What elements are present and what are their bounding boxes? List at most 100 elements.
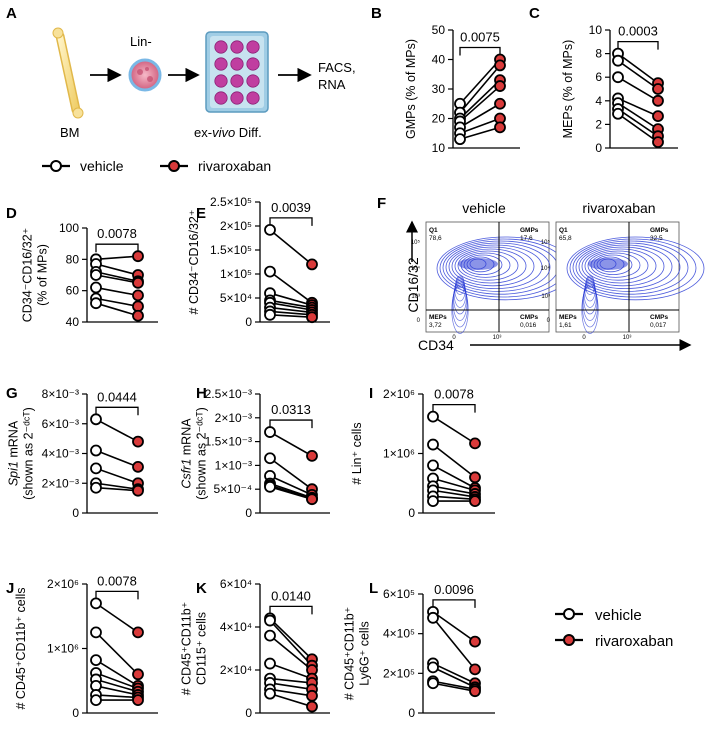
panel-h: H 0 5×10⁻⁴ 1×10⁻³ 1.5×10⁻³ 2×10⁻³ 2.5×10⁻³ Csfr… [180, 385, 330, 520]
flow-contour-core [588, 258, 628, 270]
y-tick-label: 2 [595, 117, 602, 131]
y-tick-label: 4×10⁵ [383, 627, 415, 641]
paired-line [459, 126, 501, 140]
paired-line [269, 662, 313, 680]
paired-line [432, 662, 476, 684]
y-tick-label: 10 [432, 141, 446, 155]
panel-letter: C [529, 5, 540, 22]
flow-gmp-label: GMPs [650, 227, 669, 234]
paired-line [617, 97, 659, 117]
flow-xtick: 10³ [623, 335, 632, 341]
paired-line [617, 113, 659, 143]
paired-line [459, 64, 501, 114]
significance-bracket [617, 40, 659, 50]
vehicle-point [264, 452, 276, 465]
paired-line [95, 302, 139, 317]
y-axis-label: # CD45⁺CD11b⁺ cells [14, 587, 28, 709]
paired-line [432, 477, 476, 492]
vehicle-point [264, 629, 276, 642]
paired-line [95, 659, 139, 687]
y-tick-label: 2×10⁶ [383, 387, 415, 401]
panel-c: C 0 2 4 6 8 10 MEPs (% of MPs) 0.0003 [529, 5, 678, 155]
flow-ytick: 0 [547, 318, 551, 324]
paired-line [269, 270, 313, 304]
paired-line [432, 485, 476, 495]
y-axis-label: Ly6G⁺ cells [358, 621, 372, 686]
y-tick-label: 4×10⁻³ [42, 447, 79, 461]
flow-cmp-label: CMPs [520, 314, 538, 321]
paired-line [269, 302, 313, 311]
paired-line [459, 58, 501, 105]
rivaroxaban-point [132, 694, 144, 706]
y-tick-label: 6 [595, 70, 602, 84]
y-axis-label: # CD34⁻CD16/32⁺ [187, 210, 201, 315]
y-tick-label: 2×10⁶ [47, 577, 79, 591]
rivaroxaban-point [469, 471, 481, 484]
paired-line [432, 617, 476, 670]
y-tick-label: 6×10⁵ [383, 587, 415, 601]
flow-ytick: 10⁴ [411, 265, 421, 272]
vehicle-point [264, 614, 276, 627]
paired-line [269, 475, 313, 496]
y-axis-label-gene: Csfr1 [180, 459, 194, 489]
flow-q1-value: 65,8 [559, 235, 572, 242]
p-value-label: 0.0096 [434, 582, 474, 597]
paired-line [95, 685, 139, 696]
y-tick-label: 2.5×10⁻³ [205, 387, 252, 401]
y-tick-label: 20 [432, 112, 446, 126]
well-plate-icon [205, 31, 269, 113]
y-tick-label: 1×10⁵ [220, 267, 252, 281]
flow-gmp-value: 17,6 [520, 235, 533, 242]
y-tick-label: 8×10⁻³ [42, 387, 79, 401]
well [230, 57, 244, 71]
flow-q1-label: Q1 [559, 227, 568, 234]
y-tick-label: 1×10⁶ [47, 642, 79, 656]
flow-q1-label: Q1 [429, 227, 438, 234]
rivaroxaban-point [132, 289, 144, 302]
paired-line [269, 682, 313, 691]
paired-line [95, 672, 139, 690]
paired-line [269, 486, 313, 500]
significance-bracket [269, 419, 313, 429]
rivaroxaban-point [306, 493, 318, 506]
paired-line [432, 464, 476, 489]
paired-line [269, 482, 313, 499]
y-tick-label: 10 [589, 23, 603, 37]
flow-gmp-value: 32,5 [650, 235, 663, 242]
rivaroxaban-point [652, 94, 664, 107]
paired-line [432, 443, 476, 478]
paired-line [459, 85, 501, 123]
rivaroxaban-point [494, 80, 506, 92]
rivaroxaban-point [494, 121, 506, 134]
flow-plot-rivaroxaban [555, 221, 705, 334]
y-axis-label: # Lin⁺ cells [350, 422, 364, 484]
vehicle-point [90, 626, 102, 639]
panel-l: L 0 2×10⁵ 4×10⁵ 6×10⁵ # CD45⁺CD11b⁺ Ly6G⁺ cell… [343, 580, 495, 720]
paired-line [95, 482, 139, 490]
paired-line [432, 489, 476, 498]
paired-line [432, 666, 476, 688]
y-axis-label: Csfr1 mRNA [180, 418, 194, 489]
significance-bracket [269, 217, 313, 226]
rivaroxaban-point [132, 250, 144, 263]
paired-line [95, 631, 139, 675]
rivaroxaban-point [132, 626, 144, 639]
y-tick-label: 30 [432, 82, 446, 96]
panel-letter-a: A [6, 5, 17, 22]
rivaroxaban-point [306, 689, 318, 702]
panel-letter: K [196, 580, 207, 597]
significance-bracket [95, 590, 139, 600]
paired-line [269, 688, 313, 697]
rivaroxaban-point [306, 311, 318, 324]
significance-bracket [95, 406, 139, 416]
paired-line [459, 79, 501, 120]
vehicle-point [264, 657, 276, 670]
flow-q1-value: 78,6 [429, 235, 442, 242]
paired-line [432, 495, 476, 501]
paired-line [269, 431, 313, 457]
paired-line [95, 286, 139, 297]
vehicle-point [264, 687, 276, 700]
p-value-label: 0.0078 [97, 573, 137, 588]
flow-contour [575, 242, 681, 292]
rivaroxaban-point [132, 309, 144, 322]
